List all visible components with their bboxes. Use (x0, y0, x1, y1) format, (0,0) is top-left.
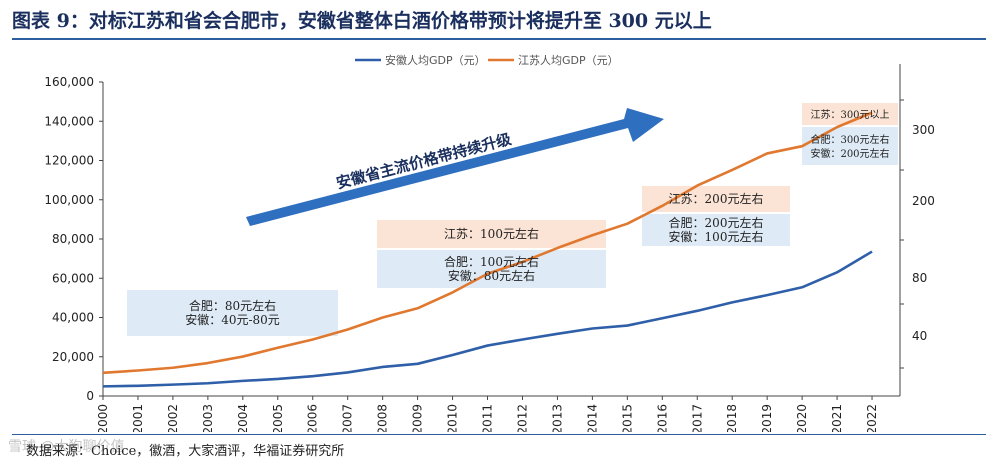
y2-tick-label: 40 (912, 329, 927, 343)
annotation-text: 安徽：40元-80元 (185, 312, 280, 327)
x-tick-label: 2010 (446, 404, 460, 432)
arrow-shape (246, 108, 664, 226)
y2-tick-label: 200 (912, 194, 935, 208)
y-tick-label: 120,000 (44, 154, 94, 168)
annotation-text: 安徽：100元左右 (669, 229, 764, 244)
x-tick-label: 2018 (725, 404, 739, 432)
annotation-box (127, 290, 338, 336)
footer-rule (12, 434, 986, 435)
x-tick-label: 2015 (620, 404, 634, 432)
annotation-box (802, 127, 898, 165)
y-tick-label: 40,000 (52, 311, 94, 325)
x-tick-label: 2009 (411, 404, 425, 432)
y-tick-label: 80,000 (52, 232, 94, 246)
annotation-boxes (127, 103, 898, 336)
y-tick-label: 60,000 (52, 271, 94, 285)
x-tick-label: 2000 (96, 404, 110, 432)
y-tick-label: 100,000 (44, 193, 94, 207)
annotation-text: 安徽：200元左右 (810, 147, 889, 160)
annotation-text: 江苏：100元左右 (444, 226, 539, 241)
legend-label: 安徽人均GDP（元） (385, 53, 486, 67)
x-tick-label: 2022 (865, 404, 879, 432)
x-tick-label: 2012 (515, 404, 529, 432)
y2-tick-label: 80 (912, 271, 927, 285)
y-tick-label: 0 (86, 389, 94, 403)
x-tick-label: 2013 (550, 404, 564, 432)
annotation-text: 合肥：100元左右 (444, 254, 539, 269)
x-tick-label: 2008 (376, 404, 390, 432)
x-tick-label: 2006 (306, 404, 320, 432)
annotation-box (642, 214, 790, 246)
watermark: 雪球 @大狗聊价值 (8, 439, 125, 455)
y-tick-label: 160,000 (44, 75, 94, 89)
annotation-box (802, 103, 898, 125)
y2-tick-label: 300 (912, 123, 935, 137)
x-tick-label: 2003 (201, 404, 215, 432)
annotation-text: 江苏：300元以上 (810, 108, 889, 121)
annotation-text: 合肥：80元左右 (189, 298, 276, 313)
annotation-text: 江苏：200元左右 (669, 191, 764, 206)
x-tick-label: 2005 (271, 404, 285, 432)
x-tick-label: 2020 (795, 404, 809, 432)
x-tick-label: 2011 (481, 404, 495, 432)
y-tick-label: 20,000 (52, 350, 94, 364)
chart: 安徽省主流价格带持续升级 0 20,000 40,000 60,000 80,000 10… (44, 53, 935, 432)
annotation-text: 安徽：80元左右 (448, 268, 535, 283)
title-rule (12, 38, 986, 40)
x-tick-label: 2016 (655, 404, 669, 432)
annotation-box (377, 250, 606, 288)
x-tick-label: 2007 (341, 404, 355, 432)
x-tick-label: 2017 (690, 404, 704, 432)
chart-title: 图表 9：对标江苏和省会合肥市，安徽省整体白酒价格带预计将提升至 300 元以上 (12, 10, 712, 32)
axes: 0 20,000 40,000 60,000 80,000 100,000 120,000 1… (44, 64, 935, 432)
source-note: 数据来源：Choice，徽酒，大家酒评，华福证券研究所 (26, 444, 345, 459)
upgrade-arrow: 安徽省主流价格带持续升级 (246, 108, 664, 226)
x-tick-label: 2021 (830, 404, 844, 432)
annotation-text: 合肥：300元左右 (810, 133, 889, 146)
x-tick-label: 2019 (760, 404, 774, 432)
legend-label: 江苏人均GDP（元） (518, 54, 619, 67)
x-tick-label: 2014 (585, 404, 599, 432)
series-lines (102, 111, 873, 388)
annotation-box (642, 186, 790, 212)
legend: 安徽人均GDP（元） 江苏人均GDP（元） (355, 53, 619, 67)
x-tick-label: 2001 (131, 404, 145, 432)
annotation-text: 合肥：200元左右 (669, 215, 764, 230)
x-tick-label: 2004 (236, 404, 250, 432)
x-tick-label: 2002 (166, 404, 180, 432)
y-tick-label: 140,000 (44, 114, 94, 128)
